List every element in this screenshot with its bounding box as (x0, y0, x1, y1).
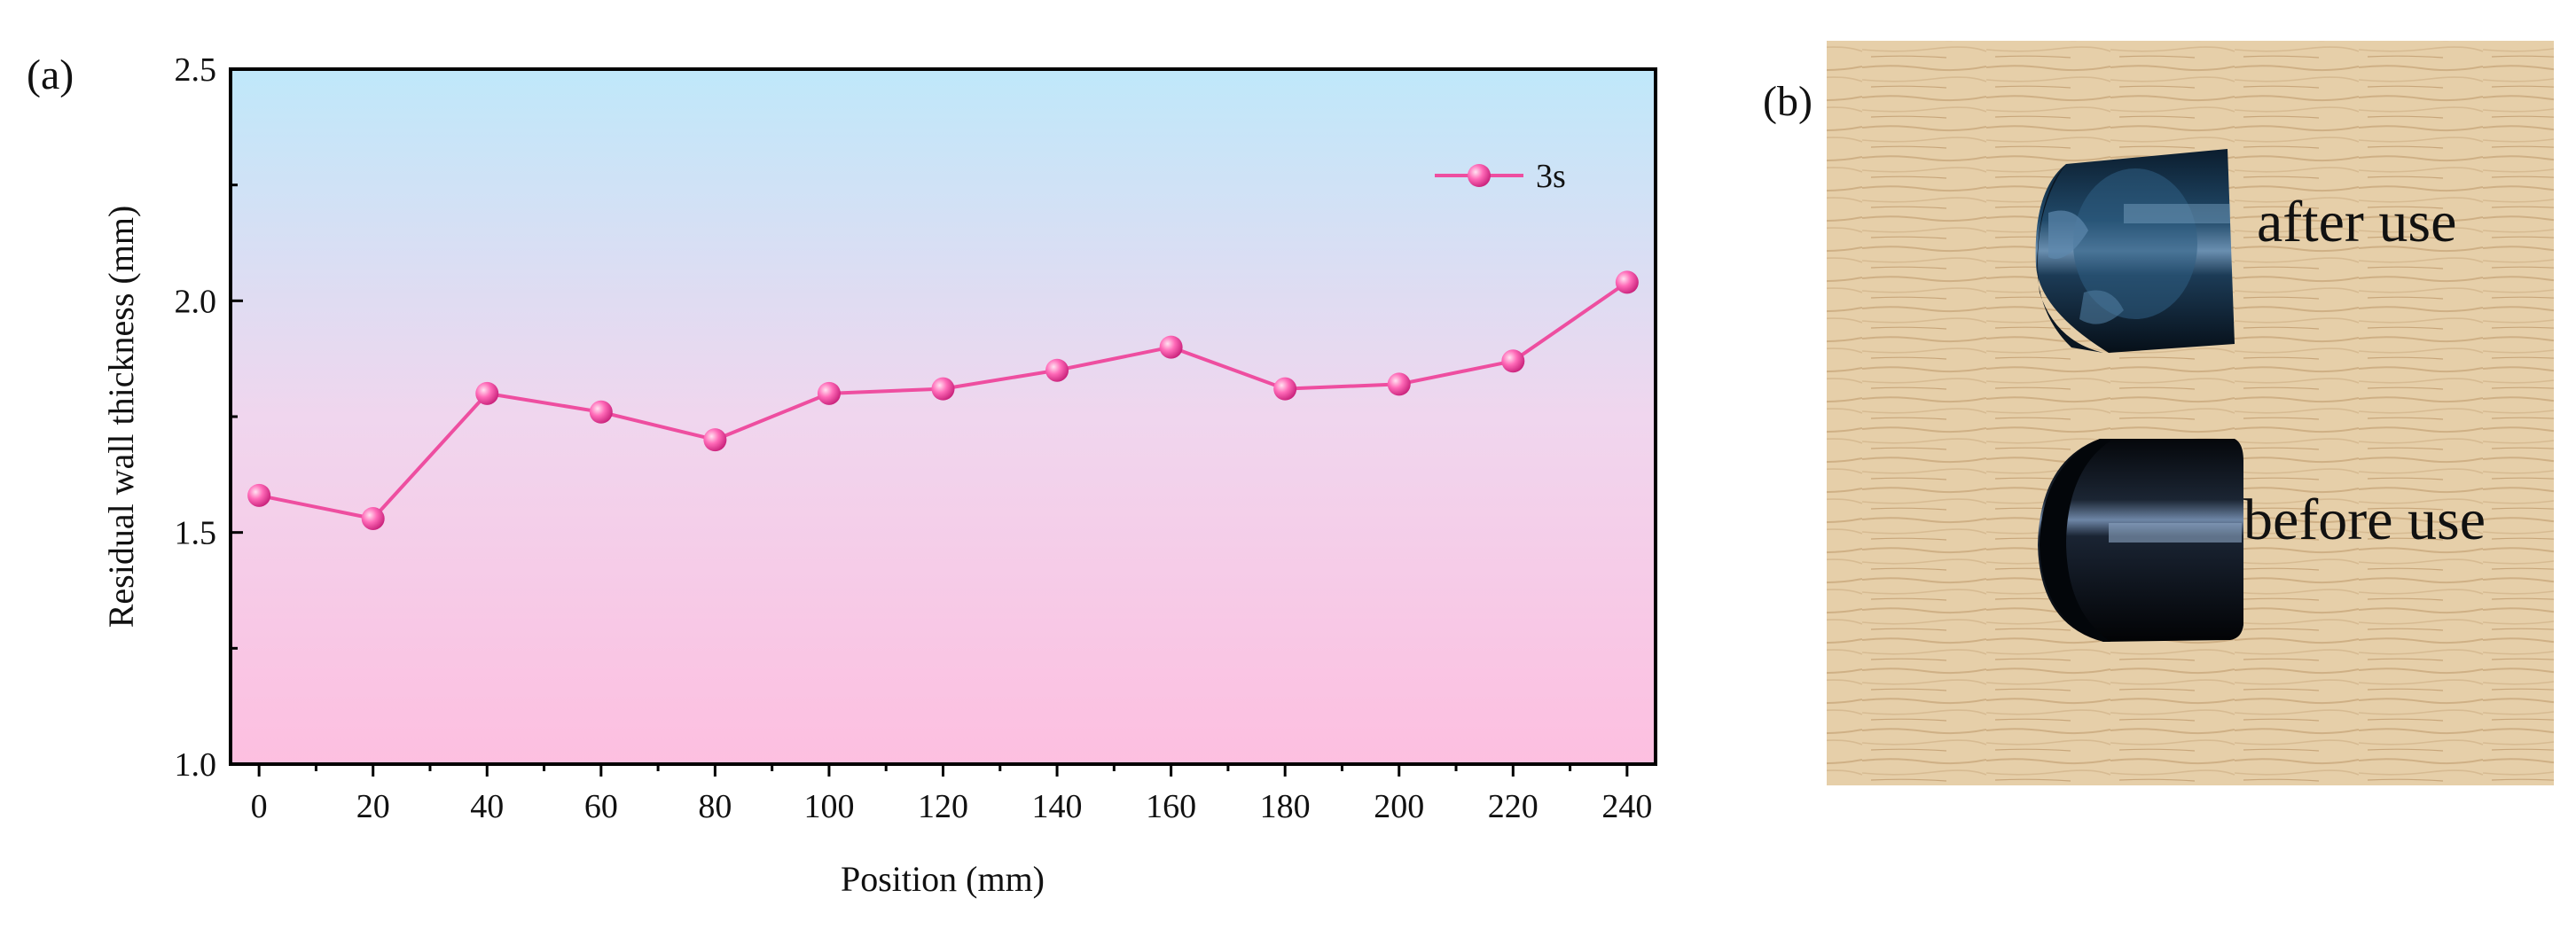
x-tick-label: 80 (698, 788, 732, 825)
x-tick-label: 220 (1488, 788, 1539, 825)
x-tick-label: 180 (1260, 788, 1311, 825)
legend-marker (1468, 164, 1491, 187)
x-tick-label: 240 (1601, 788, 1652, 825)
line-chart: 1.0 1.5 2.0 2.5 0 20 40 60 80 100 120 140 160 180 200… (101, 51, 1657, 899)
x-tick-label: 140 (1032, 788, 1083, 825)
legend-label: 3s (1536, 158, 1566, 195)
y-axis-title: Residual wall thickness (mm) (101, 206, 141, 628)
used-tip (2035, 149, 2235, 353)
data-point (1501, 349, 1525, 373)
data-point (1045, 358, 1069, 382)
new-tip (2038, 439, 2243, 642)
panel-a-label: (a) (27, 51, 74, 98)
specimen-photo: after use before use (1827, 41, 2554, 785)
data-point (1273, 377, 1297, 401)
x-tick-label: 200 (1374, 788, 1424, 825)
legend: 3s (1435, 158, 1566, 195)
y-tick-label: 2.0 (175, 283, 217, 320)
series-layer (247, 270, 1639, 530)
data-point (931, 377, 955, 401)
plot-area (231, 69, 1656, 764)
data-point (589, 400, 613, 424)
x-axis: 0 20 40 60 80 100 120 140 160 180 200 220 240 (251, 764, 1652, 825)
data-point (1615, 270, 1639, 294)
x-tick-label: 60 (584, 788, 618, 825)
data-point (703, 428, 727, 452)
data-point (361, 506, 385, 530)
panel-b-label: (b) (1763, 78, 1813, 125)
data-point (247, 483, 271, 507)
data-point (817, 381, 841, 405)
x-tick-label: 20 (356, 788, 390, 825)
y-axis: 1.0 1.5 2.0 2.5 (175, 51, 243, 784)
y-tick-label: 2.5 (175, 51, 217, 89)
x-axis-title: Position (mm) (841, 859, 1045, 899)
x-tick-label: 120 (918, 788, 968, 825)
y-tick-label: 1.5 (175, 515, 217, 552)
before-use-label: before use (2243, 488, 2486, 552)
after-use-label: after use (2257, 190, 2456, 254)
data-point (1387, 372, 1411, 396)
x-tick-label: 100 (803, 788, 854, 825)
x-tick-label: 0 (251, 788, 268, 825)
y-tick-label: 1.0 (175, 746, 217, 784)
data-point (475, 381, 499, 405)
data-point (1159, 335, 1183, 359)
x-tick-label: 40 (470, 788, 504, 825)
x-tick-label: 160 (1146, 788, 1196, 825)
